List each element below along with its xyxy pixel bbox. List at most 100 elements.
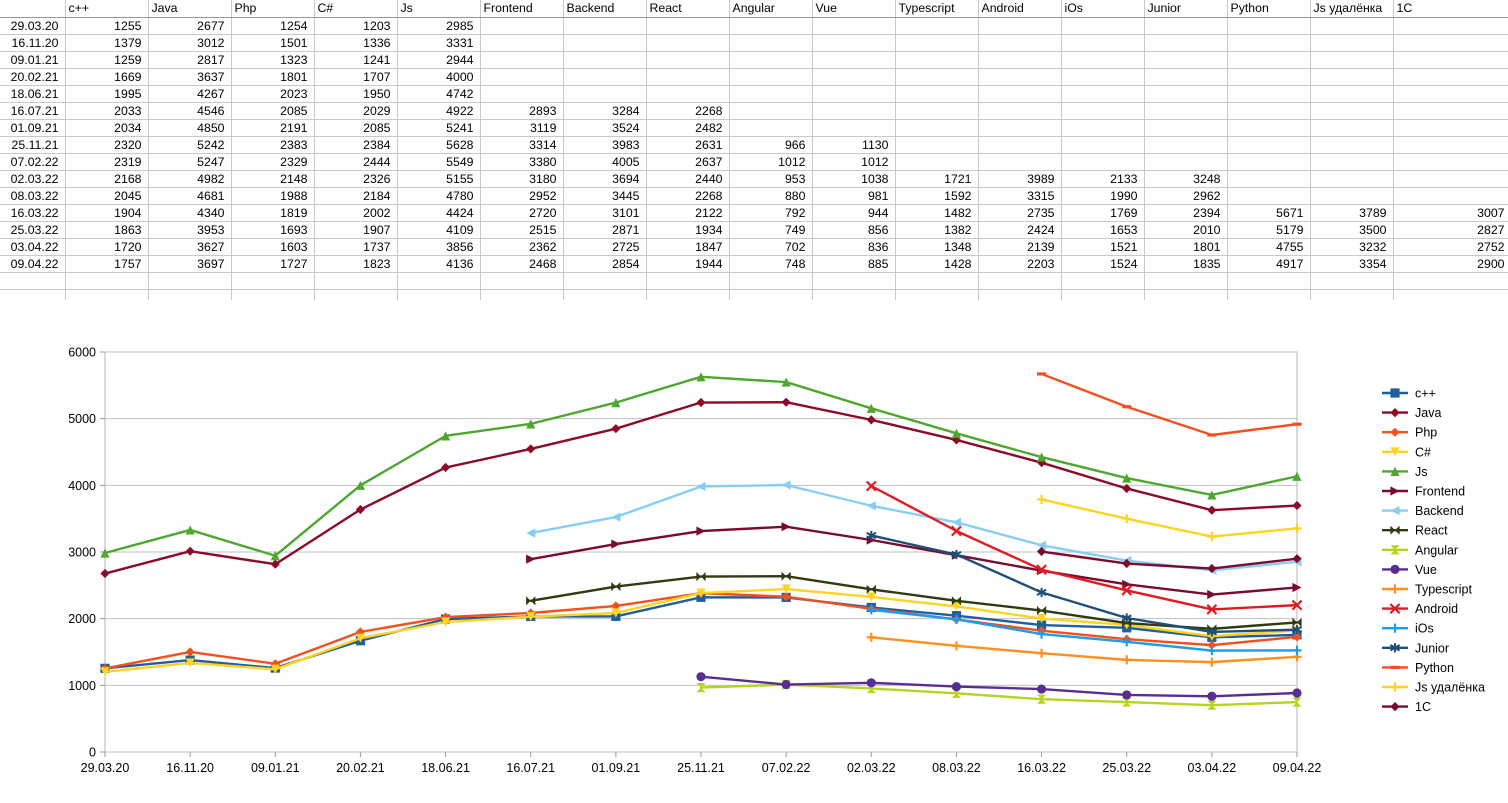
table-cell[interactable] bbox=[729, 51, 813, 69]
table-cell[interactable]: 1323 bbox=[231, 51, 315, 69]
column-header-js-удалёнка[interactable]: Js удалёнка bbox=[1310, 0, 1394, 18]
table-cell[interactable]: 1737 bbox=[314, 238, 398, 256]
table-cell[interactable] bbox=[1227, 187, 1311, 205]
table-cell[interactable]: 1721 bbox=[895, 170, 979, 188]
table-cell[interactable] bbox=[1393, 68, 1508, 86]
column-header-java[interactable]: Java bbox=[148, 0, 232, 18]
table-cell[interactable]: 2326 bbox=[314, 170, 398, 188]
table-cell[interactable]: 2319 bbox=[65, 153, 149, 171]
table-cell[interactable]: 1823 bbox=[314, 255, 398, 273]
table-cell[interactable]: 4424 bbox=[397, 204, 481, 222]
table-cell[interactable] bbox=[978, 85, 1062, 103]
series-junior[interactable] bbox=[866, 530, 1303, 637]
table-cell[interactable]: 1669 bbox=[65, 68, 149, 86]
table-cell[interactable]: 1801 bbox=[1144, 238, 1228, 256]
table-cell[interactable] bbox=[1310, 68, 1394, 86]
table-cell[interactable]: 1012 bbox=[729, 153, 813, 171]
table-cell[interactable] bbox=[1227, 153, 1311, 171]
table-cell[interactable] bbox=[978, 17, 1062, 35]
table-cell[interactable]: 2085 bbox=[231, 102, 315, 120]
table-cell[interactable] bbox=[729, 102, 813, 120]
table-empty-row[interactable] bbox=[0, 272, 1508, 290]
table-cell[interactable]: 5549 bbox=[397, 153, 481, 171]
table-cell[interactable]: 885 bbox=[812, 255, 896, 273]
table-cell[interactable]: 2268 bbox=[646, 102, 730, 120]
table-cell[interactable] bbox=[646, 272, 730, 290]
table-cell[interactable]: 2944 bbox=[397, 51, 481, 69]
table-cell[interactable] bbox=[1061, 272, 1145, 290]
table-cell[interactable] bbox=[231, 272, 315, 290]
table-cell[interactable] bbox=[895, 136, 979, 154]
table-cell[interactable] bbox=[563, 85, 647, 103]
table-cell[interactable] bbox=[1310, 272, 1394, 290]
table-cell[interactable] bbox=[1310, 187, 1394, 205]
table-cell[interactable]: 3380 bbox=[480, 153, 564, 171]
table-cell[interactable]: 2735 bbox=[978, 204, 1062, 222]
column-header-c-[interactable]: C# bbox=[314, 0, 398, 18]
table-cell[interactable]: 1521 bbox=[1061, 238, 1145, 256]
table-cell[interactable]: 1950 bbox=[314, 85, 398, 103]
table-cell[interactable] bbox=[729, 85, 813, 103]
column-header-ios[interactable]: iOs bbox=[1061, 0, 1145, 18]
table-cell[interactable] bbox=[646, 68, 730, 86]
table-cell[interactable] bbox=[1393, 136, 1508, 154]
column-header-frontend[interactable]: Frontend bbox=[480, 0, 564, 18]
table-cell[interactable]: 3354 bbox=[1310, 255, 1394, 273]
table-cell[interactable] bbox=[1393, 153, 1508, 171]
table-cell[interactable]: 3989 bbox=[978, 170, 1062, 188]
row-date-cell[interactable]: 16.11.20 bbox=[0, 34, 66, 52]
table-cell[interactable]: 2033 bbox=[65, 102, 149, 120]
row-date-cell[interactable]: 16.07.21 bbox=[0, 102, 66, 120]
table-cell[interactable] bbox=[812, 68, 896, 86]
table-cell[interactable] bbox=[1310, 85, 1394, 103]
table-cell[interactable]: 4755 bbox=[1227, 238, 1311, 256]
table-cell[interactable] bbox=[646, 17, 730, 35]
table-cell[interactable] bbox=[895, 85, 979, 103]
table-cell[interactable]: 3789 bbox=[1310, 204, 1394, 222]
table-cell[interactable]: 4136 bbox=[397, 255, 481, 273]
table-cell[interactable]: 2677 bbox=[148, 17, 232, 35]
row-date-cell[interactable]: 01.09.21 bbox=[0, 119, 66, 137]
table-cell[interactable] bbox=[1393, 34, 1508, 52]
legend-item-js[interactable]: Js bbox=[1382, 465, 1428, 479]
table-cell[interactable]: 2952 bbox=[480, 187, 564, 205]
table-cell[interactable] bbox=[812, 34, 896, 52]
table-cell[interactable]: 1038 bbox=[812, 170, 896, 188]
table-row[interactable]: 16.03.22 1904 4340 1819 2002 4424 2720 3101 2122… bbox=[0, 204, 1508, 222]
table-cell[interactable] bbox=[1310, 153, 1394, 171]
table-cell[interactable]: 3445 bbox=[563, 187, 647, 205]
table-cell[interactable]: 1382 bbox=[895, 221, 979, 239]
table-cell[interactable]: 3524 bbox=[563, 119, 647, 137]
table-cell[interactable]: 1379 bbox=[65, 34, 149, 52]
table-row[interactable]: 09.01.21 1259 2817 1323 1241 2944 bbox=[0, 51, 1508, 69]
table-row[interactable]: 02.03.22 2168 4982 2148 2326 5155 3180 3694 2440… bbox=[0, 170, 1508, 188]
table-cell[interactable]: 1819 bbox=[231, 204, 315, 222]
table-cell[interactable] bbox=[895, 272, 979, 290]
legend-item-backend[interactable]: Backend bbox=[1382, 504, 1464, 518]
table-cell[interactable]: 2139 bbox=[978, 238, 1062, 256]
table-cell[interactable]: 4005 bbox=[563, 153, 647, 171]
table-row[interactable]: 16.11.20 1379 3012 1501 1336 3331 bbox=[0, 34, 1508, 52]
table-row[interactable]: 03.04.22 1720 3627 1603 1737 3856 2362 2725 1847… bbox=[0, 238, 1508, 256]
table-cell[interactable]: 953 bbox=[729, 170, 813, 188]
table-cell[interactable]: 1203 bbox=[314, 17, 398, 35]
table-cell[interactable] bbox=[812, 272, 896, 290]
table-cell[interactable]: 2045 bbox=[65, 187, 149, 205]
table-cell[interactable] bbox=[480, 51, 564, 69]
table-cell[interactable]: 5671 bbox=[1227, 204, 1311, 222]
series-js[interactable] bbox=[100, 372, 1302, 561]
table-cell[interactable]: 702 bbox=[729, 238, 813, 256]
table-cell[interactable]: 5155 bbox=[397, 170, 481, 188]
legend-item-c++[interactable]: c++ bbox=[1382, 387, 1436, 401]
table-cell[interactable]: 2384 bbox=[314, 136, 398, 154]
table-cell[interactable] bbox=[812, 85, 896, 103]
table-cell[interactable]: 1653 bbox=[1061, 221, 1145, 239]
table-cell[interactable] bbox=[978, 119, 1062, 137]
table-cell[interactable] bbox=[1227, 136, 1311, 154]
table-row[interactable]: 01.09.21 2034 4850 2191 2085 5241 3119 3524 2482 bbox=[0, 119, 1508, 137]
column-header-android[interactable]: Android bbox=[978, 0, 1062, 18]
table-cell[interactable] bbox=[563, 272, 647, 290]
table-cell[interactable] bbox=[1227, 34, 1311, 52]
table-cell[interactable]: 1988 bbox=[231, 187, 315, 205]
legend-item-ios[interactable]: iOs bbox=[1382, 622, 1434, 636]
